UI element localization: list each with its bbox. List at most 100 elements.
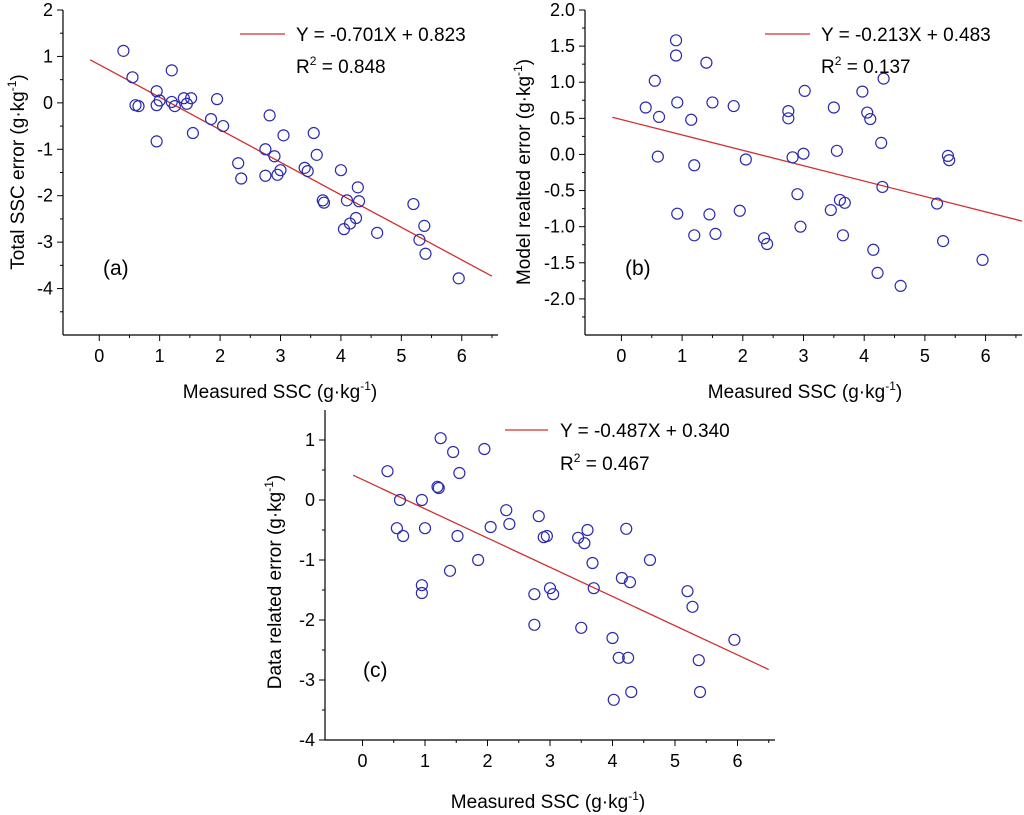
- data-point: [936, 235, 950, 248]
- y-tick-label: 1.5: [550, 36, 575, 56]
- x-tick-label: 4: [336, 346, 346, 366]
- data-point: [623, 576, 637, 589]
- y-axis-title-main: Data related error (g·kg: [265, 492, 286, 689]
- r-squared-prefix: R: [560, 454, 574, 475]
- data-point: [393, 493, 407, 507]
- data-point: [217, 119, 230, 133]
- y-axis-title-sup: -1: [262, 481, 276, 492]
- x-axis-title: Measured SSC (g·kg-1): [708, 379, 902, 403]
- x-axis-title-end: ): [896, 382, 902, 403]
- data-point: [625, 685, 638, 699]
- y-tick-label: -3: [37, 232, 53, 252]
- x-axis-title-main: Measured SSC (g·kg: [183, 382, 360, 403]
- data-point: [733, 204, 746, 217]
- data-point: [263, 109, 276, 122]
- data-point: [390, 522, 403, 535]
- data-point: [415, 586, 428, 600]
- r-squared-value: = 0.467: [580, 454, 649, 475]
- x-tick-label: 5: [920, 346, 930, 366]
- data-point: [681, 585, 694, 598]
- data-point: [612, 651, 625, 664]
- panel-b: 0 1 2 3 4 5 6 2.0 1.5 1.0 0.5 0.0 -0.5 -1.0 -1.5 -2.0 Y …: [511, 0, 1023, 403]
- y-tick-label: 1.0: [550, 72, 575, 92]
- panel-label: (b): [625, 257, 651, 280]
- y-tick-label: 2: [43, 0, 53, 20]
- data-point: [153, 94, 166, 107]
- data-point: [432, 481, 445, 495]
- y-axis-title: Data related error (g·kg-1): [262, 475, 286, 689]
- x-tick-label: 2: [738, 346, 748, 366]
- data-point: [168, 100, 181, 113]
- data-point: [301, 165, 314, 178]
- data-point: [452, 272, 465, 285]
- data-point: [760, 237, 774, 251]
- y-axis-title-end: ): [514, 59, 535, 65]
- data-point: [298, 161, 311, 174]
- data-point: [307, 126, 320, 140]
- data-point: [126, 71, 139, 84]
- data-point: [836, 229, 850, 242]
- data-point: [334, 164, 348, 177]
- y-tick-label: 1: [43, 46, 53, 66]
- x-tick-label: 0: [94, 346, 104, 366]
- x-tick-label: 2: [215, 346, 225, 366]
- x-tick-label: 5: [396, 346, 406, 366]
- r-squared-value: = 0.137: [841, 57, 910, 78]
- x-axis-title-sup: -1: [885, 379, 896, 393]
- data-point: [352, 195, 366, 208]
- data-point: [472, 553, 485, 567]
- data-point: [686, 600, 699, 613]
- x-axis-title: Measured SSC (g·kg-1): [183, 379, 377, 403]
- x-tick-label: 6: [981, 346, 991, 366]
- r-squared-label: R2 = 0.467: [560, 451, 650, 475]
- data-point: [274, 164, 287, 177]
- fit-line: [612, 116, 1023, 222]
- data-point: [648, 74, 661, 87]
- data-point: [581, 523, 594, 537]
- data-point: [484, 520, 497, 534]
- data-point: [259, 169, 272, 182]
- data-point: [418, 522, 432, 535]
- x-tick-label: 0: [616, 346, 626, 366]
- data-point: [543, 582, 557, 595]
- data-point: [443, 564, 457, 577]
- data-point: [204, 113, 218, 126]
- data-point: [165, 95, 178, 109]
- x-axis-title-sup: -1: [628, 789, 639, 803]
- data-point: [688, 229, 701, 242]
- data-point: [867, 243, 880, 256]
- data-point: [431, 480, 444, 493]
- data-point: [643, 553, 657, 567]
- y-axis-title-end: ): [265, 475, 286, 481]
- data-point: [797, 147, 810, 160]
- y-axis-title-sup: -1: [5, 80, 19, 91]
- y-tick-label: -1.5: [544, 253, 575, 273]
- data-point: [709, 227, 722, 240]
- data-point: [415, 493, 428, 507]
- data-point: [622, 651, 635, 664]
- data-point: [578, 537, 591, 550]
- fit-equation: Y = -0.701X + 0.823: [296, 25, 466, 46]
- data-point: [434, 432, 447, 445]
- x-tick-label: 0: [357, 751, 367, 771]
- y-axis-title: Total SSC error (g·kg-1): [5, 74, 29, 269]
- y-axis-title-main: Total SSC error (g·kg: [8, 91, 29, 269]
- y-tick-label: 2.0: [550, 0, 575, 20]
- data-point: [824, 203, 837, 217]
- data-point: [150, 85, 163, 98]
- data-point: [757, 232, 771, 245]
- x-tick-label: 1: [155, 346, 165, 366]
- data-point: [419, 247, 432, 260]
- data-point: [165, 64, 178, 77]
- r-squared-sup: 2: [835, 54, 842, 68]
- y-tick-label: 0.0: [550, 144, 575, 164]
- data-point: [349, 211, 363, 225]
- x-tick-label: 1: [677, 346, 687, 366]
- data-point: [798, 84, 811, 97]
- y-tick-label: -4: [299, 730, 315, 750]
- r-squared-label: R2 = 0.137: [821, 54, 911, 78]
- y-tick-label: 1: [305, 430, 315, 450]
- panel-label: (c): [363, 659, 388, 682]
- y-tick-label: -0.5: [544, 181, 575, 201]
